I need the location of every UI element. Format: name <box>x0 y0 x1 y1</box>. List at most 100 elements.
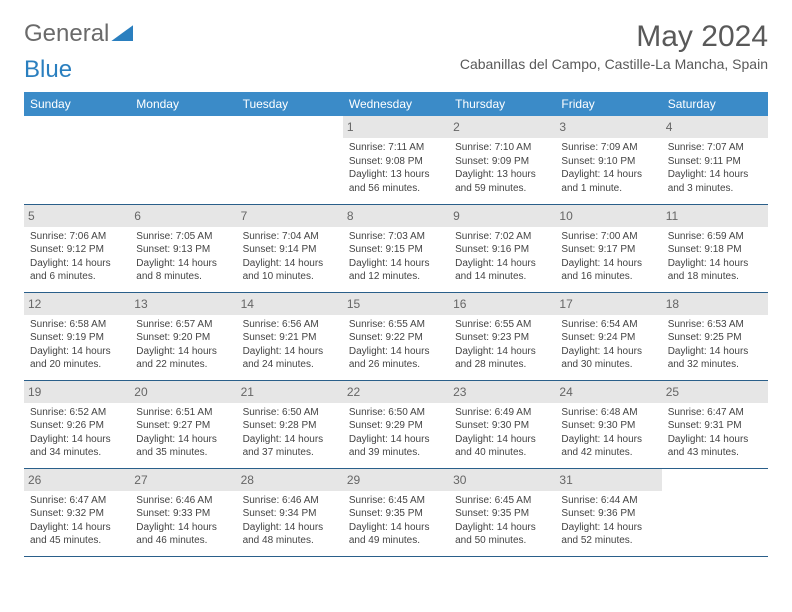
calendar-day-cell: 23Sunrise: 6:49 AMSunset: 9:30 PMDayligh… <box>449 380 555 468</box>
sunset-text: Sunset: 9:15 PM <box>349 243 443 257</box>
day-info: Sunrise: 7:00 AMSunset: 9:17 PMDaylight:… <box>561 230 655 284</box>
header-saturday: Saturday <box>662 92 768 116</box>
daylight-text: Daylight: 14 hours and 34 minutes. <box>30 433 124 460</box>
sunrise-text: Sunrise: 7:02 AM <box>455 230 549 244</box>
location-subtitle: Cabanillas del Campo, Castille-La Mancha… <box>460 56 768 72</box>
daylight-text: Daylight: 13 hours and 56 minutes. <box>349 168 443 195</box>
daylight-text: Daylight: 14 hours and 42 minutes. <box>561 433 655 460</box>
daylight-text: Daylight: 14 hours and 49 minutes. <box>349 521 443 548</box>
day-info: Sunrise: 6:50 AMSunset: 9:28 PMDaylight:… <box>243 406 337 460</box>
sunrise-text: Sunrise: 7:00 AM <box>561 230 655 244</box>
logo: General <box>24 20 133 48</box>
sunrise-text: Sunrise: 6:48 AM <box>561 406 655 420</box>
sunrise-text: Sunrise: 6:56 AM <box>243 318 337 332</box>
calendar-day-cell <box>130 116 236 204</box>
sunset-text: Sunset: 9:20 PM <box>136 331 230 345</box>
sunset-text: Sunset: 9:09 PM <box>455 155 549 169</box>
sunrise-text: Sunrise: 6:47 AM <box>668 406 762 420</box>
logo-triangle-icon <box>111 25 133 41</box>
sunset-text: Sunset: 9:26 PM <box>30 419 124 433</box>
calendar-body: 1Sunrise: 7:11 AMSunset: 9:08 PMDaylight… <box>24 116 768 556</box>
sunrise-text: Sunrise: 7:05 AM <box>136 230 230 244</box>
day-number: 26 <box>24 469 130 491</box>
day-info: Sunrise: 6:47 AMSunset: 9:31 PMDaylight:… <box>668 406 762 460</box>
day-number: 2 <box>449 116 555 138</box>
daylight-text: Daylight: 14 hours and 46 minutes. <box>136 521 230 548</box>
title-block: May 2024 Cabanillas del Campo, Castille-… <box>460 20 768 72</box>
day-info: Sunrise: 6:47 AMSunset: 9:32 PMDaylight:… <box>30 494 124 548</box>
header-monday: Monday <box>130 92 236 116</box>
day-number: 1 <box>343 116 449 138</box>
day-info: Sunrise: 6:55 AMSunset: 9:23 PMDaylight:… <box>455 318 549 372</box>
calendar-day-cell: 4Sunrise: 7:07 AMSunset: 9:11 PMDaylight… <box>662 116 768 204</box>
calendar-day-cell: 16Sunrise: 6:55 AMSunset: 9:23 PMDayligh… <box>449 292 555 380</box>
day-info: Sunrise: 6:50 AMSunset: 9:29 PMDaylight:… <box>349 406 443 460</box>
header-wednesday: Wednesday <box>343 92 449 116</box>
sunset-text: Sunset: 9:23 PM <box>455 331 549 345</box>
day-info: Sunrise: 6:55 AMSunset: 9:22 PMDaylight:… <box>349 318 443 372</box>
calendar-table: Sunday Monday Tuesday Wednesday Thursday… <box>24 92 768 557</box>
sunrise-text: Sunrise: 6:45 AM <box>349 494 443 508</box>
sunset-text: Sunset: 9:30 PM <box>455 419 549 433</box>
day-info: Sunrise: 6:59 AMSunset: 9:18 PMDaylight:… <box>668 230 762 284</box>
day-info: Sunrise: 6:58 AMSunset: 9:19 PMDaylight:… <box>30 318 124 372</box>
day-number: 12 <box>24 293 130 315</box>
daylight-text: Daylight: 14 hours and 50 minutes. <box>455 521 549 548</box>
daylight-text: Daylight: 14 hours and 37 minutes. <box>243 433 337 460</box>
day-info: Sunrise: 7:02 AMSunset: 9:16 PMDaylight:… <box>455 230 549 284</box>
day-info: Sunrise: 6:57 AMSunset: 9:20 PMDaylight:… <box>136 318 230 372</box>
day-number: 8 <box>343 205 449 227</box>
sunrise-text: Sunrise: 6:46 AM <box>136 494 230 508</box>
day-number: 23 <box>449 381 555 403</box>
day-number: 7 <box>237 205 343 227</box>
day-number: 3 <box>555 116 661 138</box>
daylight-text: Daylight: 14 hours and 20 minutes. <box>30 345 124 372</box>
day-info: Sunrise: 6:46 AMSunset: 9:34 PMDaylight:… <box>243 494 337 548</box>
sunrise-text: Sunrise: 6:47 AM <box>30 494 124 508</box>
calendar-day-cell: 21Sunrise: 6:50 AMSunset: 9:28 PMDayligh… <box>237 380 343 468</box>
sunset-text: Sunset: 9:21 PM <box>243 331 337 345</box>
day-number: 30 <box>449 469 555 491</box>
calendar-week-row: 5Sunrise: 7:06 AMSunset: 9:12 PMDaylight… <box>24 204 768 292</box>
calendar-day-cell: 1Sunrise: 7:11 AMSunset: 9:08 PMDaylight… <box>343 116 449 204</box>
calendar-week-row: 12 Sunrise: 6:58 AMSunset: 9:19 PMDayligh… <box>24 292 768 380</box>
calendar-day-cell: 11Sunrise: 6:59 AMSunset: 9:18 PMDayligh… <box>662 204 768 292</box>
calendar-week-row: 19Sunrise: 6:52 AMSunset: 9:26 PMDayligh… <box>24 380 768 468</box>
day-number: 13 <box>130 293 236 315</box>
sunset-text: Sunset: 9:28 PM <box>243 419 337 433</box>
day-info: Sunrise: 6:46 AMSunset: 9:33 PMDaylight:… <box>136 494 230 548</box>
calendar-day-cell: 14Sunrise: 6:56 AMSunset: 9:21 PMDayligh… <box>237 292 343 380</box>
header-tuesday: Tuesday <box>237 92 343 116</box>
calendar-day-cell: 22Sunrise: 6:50 AMSunset: 9:29 PMDayligh… <box>343 380 449 468</box>
day-number: 4 <box>662 116 768 138</box>
day-info: Sunrise: 6:45 AMSunset: 9:35 PMDaylight:… <box>455 494 549 548</box>
sunrise-text: Sunrise: 7:11 AM <box>349 141 443 155</box>
sunrise-text: Sunrise: 6:52 AM <box>30 406 124 420</box>
day-number: 9 <box>449 205 555 227</box>
daylight-text: Daylight: 14 hours and 30 minutes. <box>561 345 655 372</box>
calendar-day-cell: 12 Sunrise: 6:58 AMSunset: 9:19 PMDayligh… <box>24 292 130 380</box>
day-number: 17 <box>555 293 661 315</box>
daylight-text: Daylight: 14 hours and 12 minutes. <box>349 257 443 284</box>
sunrise-text: Sunrise: 6:51 AM <box>136 406 230 420</box>
sunrise-text: Sunrise: 6:57 AM <box>136 318 230 332</box>
sunrise-text: Sunrise: 6:45 AM <box>455 494 549 508</box>
calendar-day-cell: 27Sunrise: 6:46 AMSunset: 9:33 PMDayligh… <box>130 468 236 556</box>
calendar-day-cell: 18Sunrise: 6:53 AMSunset: 9:25 PMDayligh… <box>662 292 768 380</box>
sunrise-text: Sunrise: 6:55 AM <box>349 318 443 332</box>
daylight-text: Daylight: 14 hours and 24 minutes. <box>243 345 337 372</box>
daylight-text: Daylight: 14 hours and 39 minutes. <box>349 433 443 460</box>
day-number: 15 <box>343 293 449 315</box>
sunrise-text: Sunrise: 6:50 AM <box>349 406 443 420</box>
sunset-text: Sunset: 9:19 PM <box>30 331 124 345</box>
daylight-text: Daylight: 14 hours and 6 minutes. <box>30 257 124 284</box>
sunset-text: Sunset: 9:27 PM <box>136 419 230 433</box>
day-number: 31 <box>555 469 661 491</box>
daylight-text: Daylight: 14 hours and 52 minutes. <box>561 521 655 548</box>
sunrise-text: Sunrise: 7:06 AM <box>30 230 124 244</box>
calendar-day-cell: 24Sunrise: 6:48 AMSunset: 9:30 PMDayligh… <box>555 380 661 468</box>
sunrise-text: Sunrise: 7:10 AM <box>455 141 549 155</box>
sunrise-text: Sunrise: 7:07 AM <box>668 141 762 155</box>
sunrise-text: Sunrise: 6:53 AM <box>668 318 762 332</box>
calendar-day-cell: 29Sunrise: 6:45 AMSunset: 9:35 PMDayligh… <box>343 468 449 556</box>
